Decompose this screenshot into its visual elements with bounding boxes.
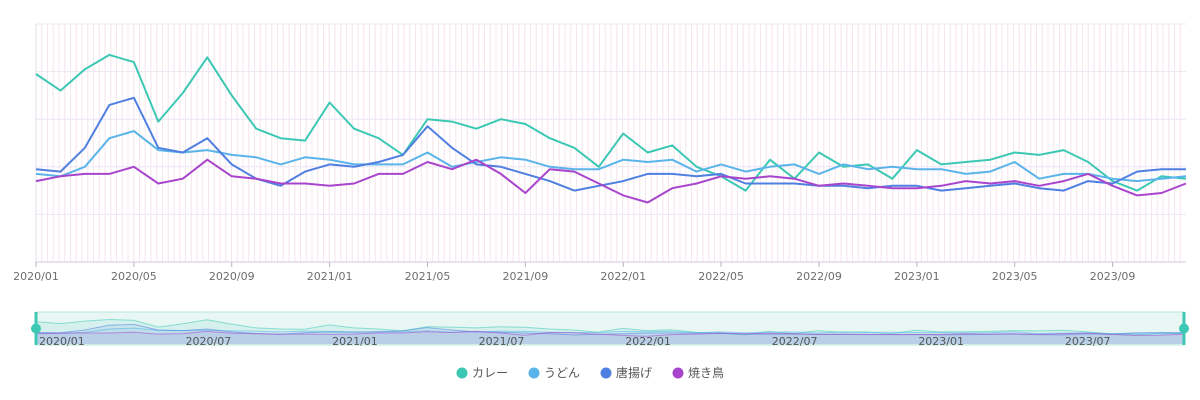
legend-marker bbox=[600, 367, 612, 379]
legend-marker bbox=[672, 367, 684, 379]
zoom-tick-label: 2020/01 bbox=[39, 335, 85, 348]
x-tick-label: 2021/05 bbox=[405, 270, 451, 283]
x-tick-label: 2021/01 bbox=[307, 270, 353, 283]
legend-label: 焼き鳥 bbox=[688, 365, 724, 380]
x-tick-label: 2023/09 bbox=[1090, 270, 1136, 283]
x-tick-label: 2021/09 bbox=[503, 270, 549, 283]
x-tick-label: 2023/05 bbox=[992, 270, 1038, 283]
x-tick-label: 2020/05 bbox=[111, 270, 157, 283]
legend: カレー うどん 唐揚げ 焼き鳥 bbox=[456, 365, 725, 380]
series-line-カレー bbox=[35, 53, 1187, 192]
zoom-tick-label: 2021/07 bbox=[479, 335, 525, 348]
zoom-series-line-焼き鳥 bbox=[35, 330, 1185, 337]
series-line-焼き鳥 bbox=[35, 158, 1187, 204]
x-tick-label: 2022/09 bbox=[796, 270, 842, 283]
zoom-series-line-うどん bbox=[35, 327, 1185, 335]
x-axis-ticks: 2020/01 2020/05 2020/09 2021/01 2021/05 2021/… bbox=[13, 262, 1135, 283]
zoom-tick-label: 2022/07 bbox=[772, 335, 818, 348]
zoom-tick-label: 2021/01 bbox=[332, 335, 378, 348]
zoom-tick-label: 2020/07 bbox=[186, 335, 232, 348]
series-line-うどん bbox=[35, 130, 1187, 183]
zoom-tick-label: 2023/07 bbox=[1065, 335, 1111, 348]
zoom-tick-label: 2022/01 bbox=[625, 335, 671, 348]
legend-item-焼き鳥[interactable]: 焼き鳥 bbox=[672, 365, 725, 380]
zoom-slider[interactable]: 2020/01 2020/07 2021/01 2021/07 2022/01 2022/… bbox=[31, 311, 1189, 348]
zoom-tick-label: 2023/01 bbox=[918, 335, 964, 348]
legend-label: 唐揚げ bbox=[616, 365, 652, 380]
x-tick-label: 2020/01 bbox=[13, 270, 59, 283]
series-line-唐揚げ bbox=[35, 96, 1186, 192]
legend-marker bbox=[456, 367, 468, 379]
legend-marker bbox=[528, 367, 540, 379]
series-lines bbox=[35, 53, 1187, 204]
zoom-series-line-カレー bbox=[35, 318, 1185, 336]
zoom-right-handle[interactable] bbox=[1179, 323, 1189, 334]
x-tick-label: 2022/01 bbox=[600, 270, 646, 283]
legend-label: うどん bbox=[544, 366, 580, 380]
x-tick-label: 2020/09 bbox=[209, 270, 255, 283]
zoom-left-handle[interactable] bbox=[31, 323, 41, 334]
x-tick-label: 2023/01 bbox=[894, 270, 940, 283]
legend-item-カレー[interactable]: カレー bbox=[456, 366, 509, 380]
zoom-window[interactable] bbox=[35, 311, 1185, 346]
legend-item-唐揚げ[interactable]: 唐揚げ bbox=[600, 365, 653, 380]
grid-lines bbox=[35, 23, 1186, 263]
x-tick-label: 2022/05 bbox=[698, 270, 744, 283]
legend-label: カレー bbox=[472, 366, 508, 380]
legend-item-うどん[interactable]: うどん bbox=[528, 366, 581, 380]
